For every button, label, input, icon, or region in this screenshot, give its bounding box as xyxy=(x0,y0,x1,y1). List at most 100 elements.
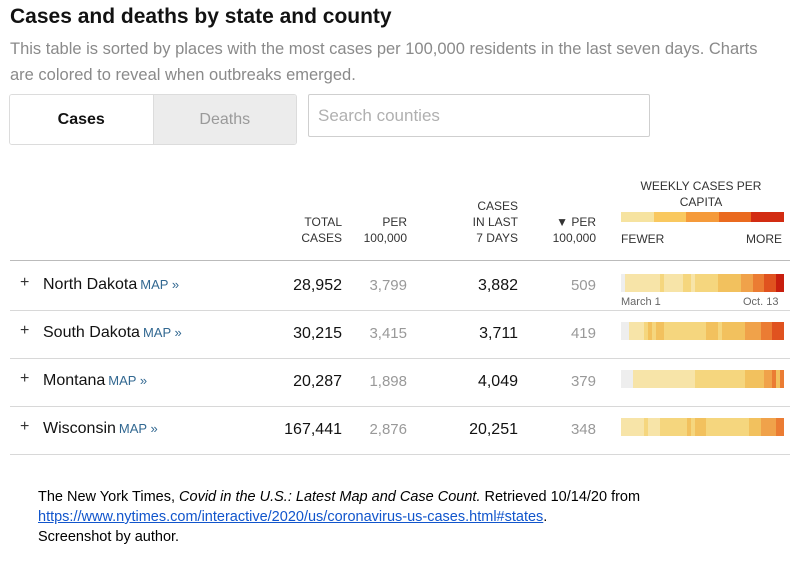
weekly-cell xyxy=(663,418,668,436)
weekly-cell xyxy=(644,322,649,340)
expand-plus-icon[interactable]: + xyxy=(20,274,30,291)
table-row[interactable]: + Wisconsin MAP » 167,441 2,876 20,251 34… xyxy=(10,406,790,454)
weekly-cell xyxy=(710,274,714,292)
weekly-cell xyxy=(686,370,691,388)
weekly-cell xyxy=(667,418,672,436)
weekly-cell xyxy=(667,274,672,292)
source-link[interactable]: https://www.nytimes.com/interactive/2020… xyxy=(38,509,544,525)
weekly-cell xyxy=(717,370,722,388)
col-header-total-cases[interactable]: TOTAL CASES xyxy=(301,215,342,245)
weekly-cell xyxy=(721,322,726,340)
weekly-cell xyxy=(752,322,757,340)
map-link[interactable]: MAP » xyxy=(142,325,182,340)
weekly-cell xyxy=(725,274,730,292)
weekly-cell xyxy=(667,370,672,388)
weekly-cell xyxy=(648,418,652,436)
cases-last7-cell: 3,711 xyxy=(479,325,518,342)
weekly-cell xyxy=(721,418,726,436)
state-name[interactable]: Montana MAP » xyxy=(43,372,148,389)
weekly-cell xyxy=(752,274,757,292)
weekly-cell xyxy=(621,370,625,388)
table-row[interactable]: + Montana MAP » 20,287 1,898 4,049 379 xyxy=(10,358,790,406)
weekly-cell xyxy=(768,274,773,292)
weekly-cell xyxy=(745,370,749,388)
legend-swatch xyxy=(653,212,687,222)
weekly-cell xyxy=(690,418,695,436)
weekly-cases-legend-title: WEEKLY CASES PER CAPITA xyxy=(640,179,762,209)
expand-plus-icon[interactable]: + xyxy=(20,418,30,435)
weekly-cell xyxy=(624,370,629,388)
table-row[interactable]: + South Dakota MAP » 30,215 3,415 3,711 4… xyxy=(10,310,790,358)
weekly-cell xyxy=(737,322,742,340)
map-link[interactable]: MAP » xyxy=(140,277,180,292)
weekly-cell xyxy=(655,274,660,292)
weekly-cell xyxy=(683,322,687,340)
weekly-cell xyxy=(679,322,683,340)
weekly-cell xyxy=(729,418,734,436)
weekly-cell xyxy=(756,322,761,340)
expand-plus-icon[interactable]: + xyxy=(20,322,30,339)
weekly-cell xyxy=(648,322,652,340)
weekly-cell xyxy=(702,274,707,292)
weekly-cell xyxy=(729,274,734,292)
weekly-cell xyxy=(717,418,722,436)
weekly-cell xyxy=(632,370,637,388)
weekly-cases-sparkline[interactable] xyxy=(621,370,784,388)
weekly-cell xyxy=(640,274,645,292)
weekly-cell xyxy=(717,274,722,292)
weekly-cell xyxy=(760,322,765,340)
weekly-cell xyxy=(768,322,773,340)
weekly-cell xyxy=(644,274,649,292)
weekly-cell xyxy=(741,274,745,292)
weekly-cell xyxy=(694,322,699,340)
weekly-cases-sparkline[interactable] xyxy=(621,322,784,340)
weekly-cell xyxy=(741,370,745,388)
expand-plus-icon[interactable]: + xyxy=(20,370,30,387)
weekly-cell xyxy=(690,322,695,340)
weekly-cell xyxy=(648,274,652,292)
weekly-cell xyxy=(776,322,780,340)
col-header-cases-last7[interactable]: CASES IN LAST 7 DAYS xyxy=(472,199,518,245)
legend-more-label: MORE xyxy=(746,232,782,246)
search-input[interactable] xyxy=(308,94,650,137)
cases-last7-cell: 4,049 xyxy=(477,373,518,390)
weekly-cell xyxy=(748,274,753,292)
total-cases-cell: 20,287 xyxy=(293,373,342,390)
weekly-cell xyxy=(714,370,718,388)
map-link[interactable]: MAP » xyxy=(118,421,158,436)
weekly-cell xyxy=(698,322,703,340)
weekly-cell xyxy=(679,274,683,292)
weekly-cell xyxy=(655,370,660,388)
weekly-cell xyxy=(741,418,745,436)
state-name[interactable]: Wisconsin MAP » xyxy=(43,420,158,437)
state-name[interactable]: South Dakota MAP » xyxy=(43,324,182,341)
table-row[interactable]: + North Dakota MAP » 28,952 3,799 3,882 5… xyxy=(10,262,790,310)
legend-swatch xyxy=(621,212,654,222)
weekly-cell xyxy=(772,418,776,436)
weekly-cell xyxy=(644,370,649,388)
tab-cases[interactable]: Cases xyxy=(10,95,153,144)
map-link[interactable]: MAP » xyxy=(108,373,148,388)
weekly-cases-sparkline[interactable] xyxy=(621,418,784,436)
per-100k-7d-cell: 379 xyxy=(570,373,596,390)
weekly-cell xyxy=(737,418,742,436)
tab-deaths[interactable]: Deaths xyxy=(152,95,296,144)
weekly-cell xyxy=(752,370,757,388)
weekly-cases-legend-bar xyxy=(621,212,784,222)
weekly-cell xyxy=(733,322,738,340)
weekly-cell xyxy=(628,322,633,340)
weekly-cell xyxy=(659,322,664,340)
weekly-cases-sparkline[interactable] xyxy=(621,274,784,292)
axis-end-label: Oct. 13 xyxy=(743,296,779,308)
col-header-per-100k-sorted[interactable]: ▼ PER 100,000 xyxy=(552,215,596,245)
weekly-cell xyxy=(683,274,687,292)
weekly-cell xyxy=(717,322,722,340)
weekly-cell xyxy=(725,322,730,340)
col-header-per-100k[interactable]: PER 100,000 xyxy=(363,215,407,245)
weekly-cell xyxy=(640,418,645,436)
weekly-cell xyxy=(686,418,691,436)
row-divider xyxy=(10,358,790,359)
state-name[interactable]: North Dakota MAP » xyxy=(43,276,180,293)
weekly-cell xyxy=(675,274,680,292)
weekly-cell xyxy=(683,370,687,388)
